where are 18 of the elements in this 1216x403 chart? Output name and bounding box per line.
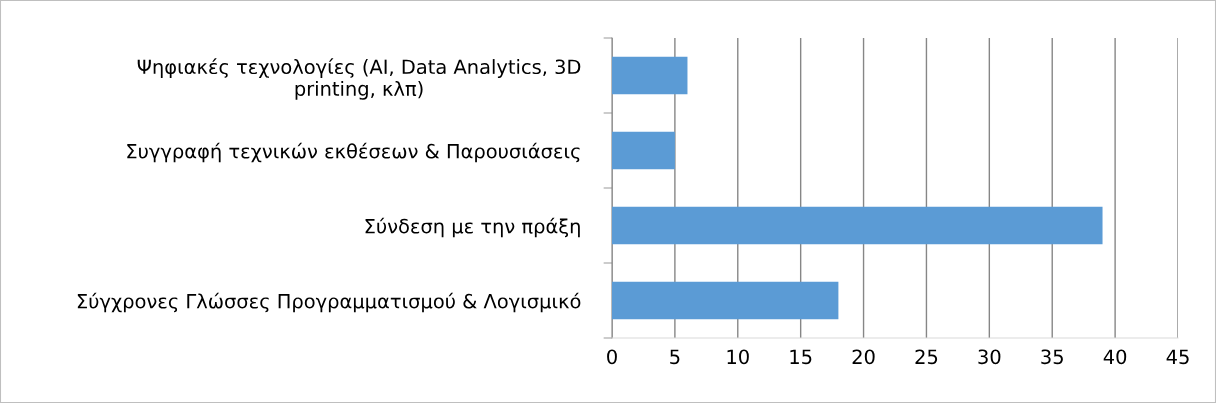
x-tick-label: 10	[727, 349, 749, 365]
y-tick-label: Ψηφιακές τεχνολογίες (AI, Data Analytics, 3D printing, κλπ)	[137, 58, 581, 100]
x-tick-label: 15	[790, 349, 812, 365]
x-tick-label: 0	[607, 349, 617, 365]
x-tick-label: 45	[1166, 349, 1189, 365]
x-tick-label: 35	[1041, 349, 1063, 365]
bar	[612, 56, 688, 95]
bar	[612, 281, 839, 320]
x-tick-label: 40	[1103, 349, 1127, 365]
y-tick-label: Συγγραφή τεχνικών εκθέσεων & Παρουσιάσεις	[127, 142, 580, 163]
x-tick-label: 5	[670, 349, 680, 365]
x-tick-label: 20	[852, 349, 875, 365]
y-tick-label: Σύγχρονες Γλώσσες Προγραμματισμού & Λογισμικό	[77, 292, 581, 313]
bar	[612, 131, 675, 170]
x-tick-label: 25	[915, 349, 938, 365]
x-tick-label: 30	[978, 349, 1001, 365]
bar	[612, 206, 1103, 245]
y-tick-label: Σύνδεση με την πράξη	[365, 217, 580, 238]
